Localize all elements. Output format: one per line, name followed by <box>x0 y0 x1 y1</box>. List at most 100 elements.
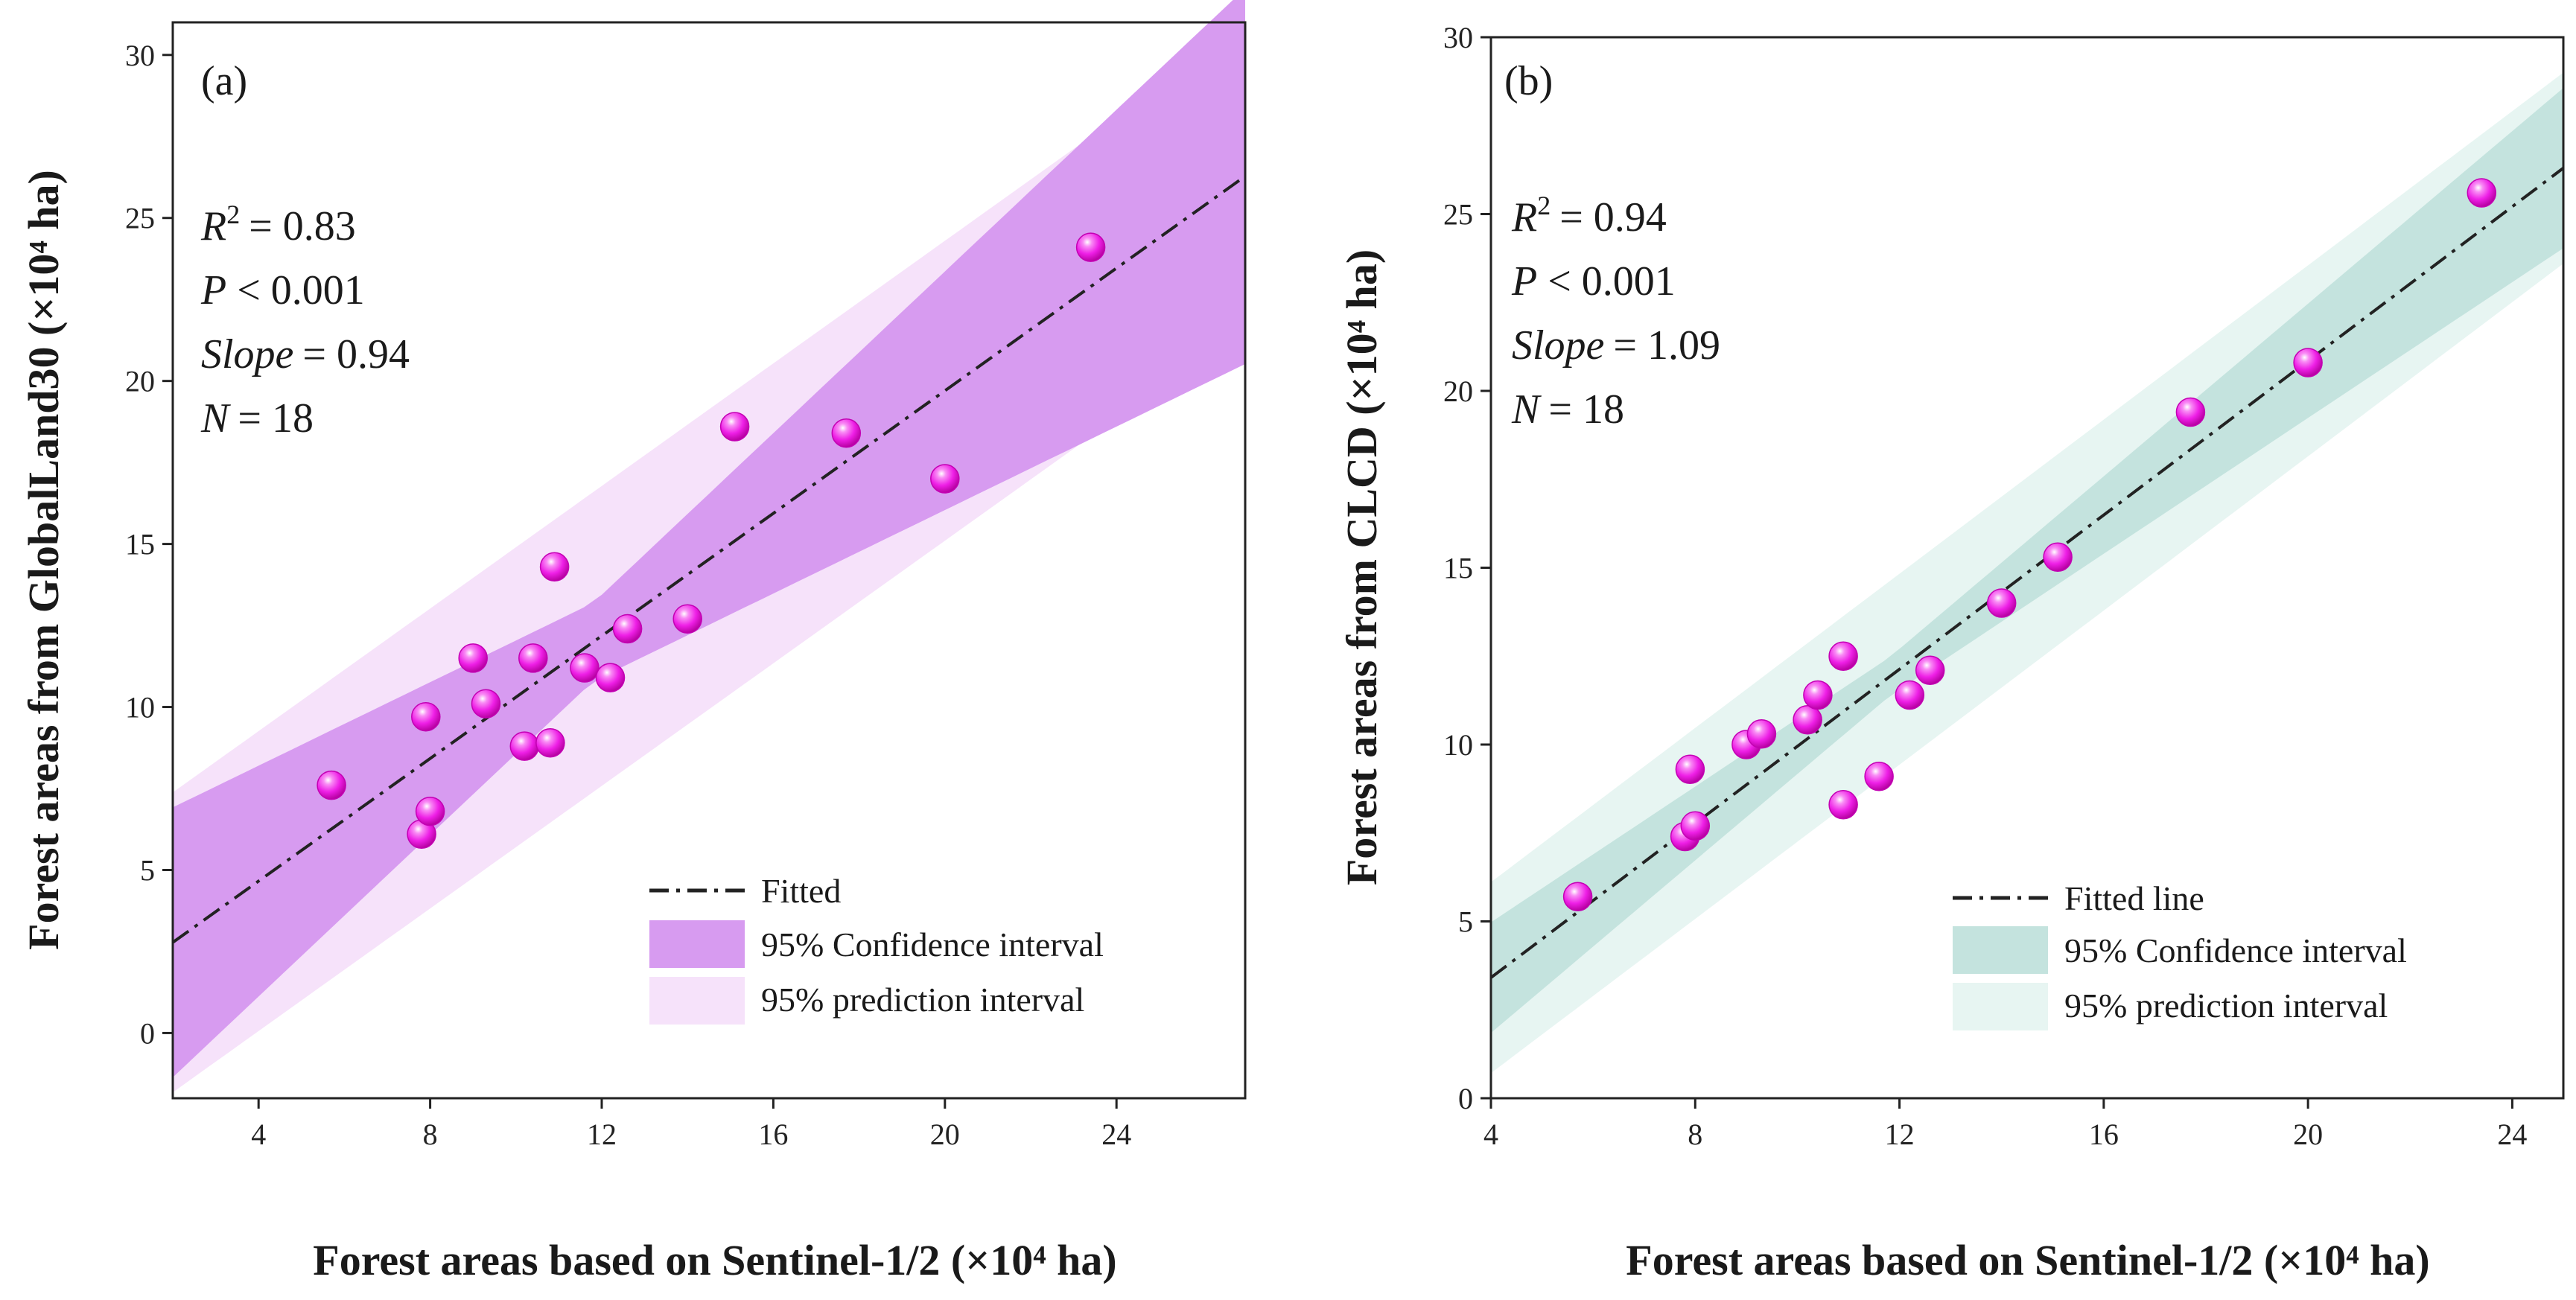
x-tick-label: 4 <box>1483 1118 1498 1151</box>
legend-ci-label: 95% Confidence interval <box>761 925 1104 963</box>
x-tick-label: 20 <box>2293 1118 2323 1151</box>
p-stat: P < 0.001 <box>1511 258 1676 305</box>
y-tick-label: 5 <box>1458 905 1473 939</box>
data-point <box>1746 719 1777 749</box>
data-point <box>1986 588 2017 618</box>
r2-value: = 0.83 <box>249 203 356 249</box>
slope-symbol: Slope <box>201 331 293 377</box>
r2-symbol: R <box>200 203 226 249</box>
data-point <box>2467 178 2497 208</box>
stats-block: R2 = 0.94 P < 0.001 Slope = 1.09 N = 18 <box>1511 191 1720 433</box>
data-point <box>1680 811 1711 841</box>
data-point <box>719 412 750 442</box>
n-stat: N = 18 <box>1511 386 1624 433</box>
data-point <box>612 614 643 644</box>
data-point <box>2043 542 2073 573</box>
stats-block: R2 = 0.83 P < 0.001 Slope = 0.94 N = 18 <box>200 200 410 442</box>
data-point <box>1895 680 1925 710</box>
slope-stat: Slope = 0.94 <box>201 331 410 377</box>
fitted-line <box>1491 167 2563 979</box>
x-tick-label: 24 <box>2497 1118 2527 1151</box>
data-point <box>1075 232 1106 262</box>
y-tick-label: 0 <box>140 1016 155 1050</box>
axis-ticks: 4 8 12 16 20 24 0 5 10 15 20 25 30 <box>1443 21 2527 1151</box>
x-tick-label: 8 <box>423 1118 438 1151</box>
p-symbol: P <box>1511 258 1537 305</box>
data-point <box>831 418 862 448</box>
legend: Fitted line 95% Confidence interval 95% … <box>1953 879 2407 1030</box>
x-tick-label: 20 <box>930 1118 960 1151</box>
scatter-points <box>1562 178 2497 912</box>
slope-value: = 0.94 <box>302 331 410 377</box>
data-point <box>2175 397 2206 427</box>
legend-fitted-label: Fitted line <box>2064 879 2204 917</box>
data-point <box>1562 882 1593 912</box>
legend-ci-swatch <box>649 920 745 968</box>
p-value: < 0.001 <box>237 267 365 313</box>
r2-stat: R2 = 0.83 <box>200 200 356 249</box>
x-tick-label: 24 <box>1101 1118 1131 1151</box>
data-point <box>1675 754 1705 785</box>
data-point <box>317 770 346 800</box>
data-point <box>411 701 441 732</box>
n-symbol: N <box>200 395 231 442</box>
y-axis-title: Forest areas from GlobalLand30 (×10⁴ ha) <box>19 170 68 950</box>
data-point <box>2293 348 2323 377</box>
data-point <box>509 731 540 761</box>
plot-frame <box>171 21 1247 1100</box>
panel-a: 4 8 12 16 20 24 0 5 10 15 20 25 30 (a) R2 = 0.83 P < 0… <box>19 0 1247 1284</box>
data-point <box>1793 705 1822 735</box>
legend-pi-label: 95% prediction interval <box>2064 987 2388 1025</box>
y-axis-title: Forest areas from CLCD (×10⁴ ha) <box>1338 249 1386 885</box>
x-tick-label: 8 <box>1688 1118 1702 1151</box>
data-point <box>1915 655 1945 686</box>
panel-label: (a) <box>201 58 247 104</box>
r2-symbol: R <box>1511 194 1537 240</box>
y-tick-label: 15 <box>125 528 155 561</box>
data-point <box>1803 680 1833 710</box>
data-point <box>1828 790 1858 820</box>
axis-ticks: 4 8 12 16 20 24 0 5 10 15 20 25 30 <box>125 39 1131 1151</box>
y-tick-label: 30 <box>125 39 155 72</box>
p-symbol: P <box>200 267 226 313</box>
panel-b: 4 8 12 16 20 24 0 5 10 15 20 25 30 (b) R2 = 0.94 P < 0… <box>1338 21 2565 1284</box>
n-value: = 18 <box>1548 386 1624 433</box>
confidence-interval-band <box>1491 88 2563 1033</box>
x-tick-label: 16 <box>2089 1118 2119 1151</box>
y-tick-label: 5 <box>140 853 155 887</box>
data-point <box>930 464 960 494</box>
x-axis-title: Forest areas based on Sentinel-1/2 (×10⁴… <box>313 1236 1116 1284</box>
legend-ci-label: 95% Confidence interval <box>2064 931 2407 969</box>
r2-exponent: 2 <box>226 200 240 229</box>
x-tick-label: 4 <box>251 1118 266 1151</box>
data-point <box>458 643 488 673</box>
x-axis-title: Forest areas based on Sentinel-1/2 (×10⁴… <box>1626 1236 2429 1284</box>
y-tick-label: 10 <box>125 691 155 724</box>
y-tick-label: 10 <box>1443 728 1473 762</box>
p-stat: P < 0.001 <box>200 267 365 313</box>
x-tick-label: 16 <box>758 1118 788 1151</box>
data-point <box>535 727 565 758</box>
data-point <box>471 689 501 718</box>
legend-pi-swatch <box>649 977 745 1025</box>
x-tick-label: 12 <box>1885 1118 1915 1151</box>
legend-fitted-label: Fitted <box>761 872 841 910</box>
y-tick-label: 0 <box>1458 1082 1473 1115</box>
r2-exponent: 2 <box>1537 191 1551 220</box>
x-tick-label: 12 <box>587 1118 617 1151</box>
n-value: = 18 <box>238 395 314 442</box>
p-value: < 0.001 <box>1548 258 1676 305</box>
r2-stat: R2 = 0.94 <box>1511 191 1667 240</box>
data-point <box>415 796 445 826</box>
slope-stat: Slope = 1.09 <box>1512 322 1720 369</box>
data-point <box>1828 641 1858 672</box>
legend-pi-label: 95% prediction interval <box>761 981 1084 1019</box>
fitted-line <box>173 175 1245 944</box>
r2-value: = 0.94 <box>1559 194 1667 240</box>
y-tick-label: 25 <box>125 202 155 235</box>
y-tick-label: 20 <box>125 365 155 398</box>
panel-label: (b) <box>1504 58 1553 104</box>
confidence-interval-band <box>173 0 1245 1077</box>
legend-pi-swatch <box>1953 983 2048 1030</box>
